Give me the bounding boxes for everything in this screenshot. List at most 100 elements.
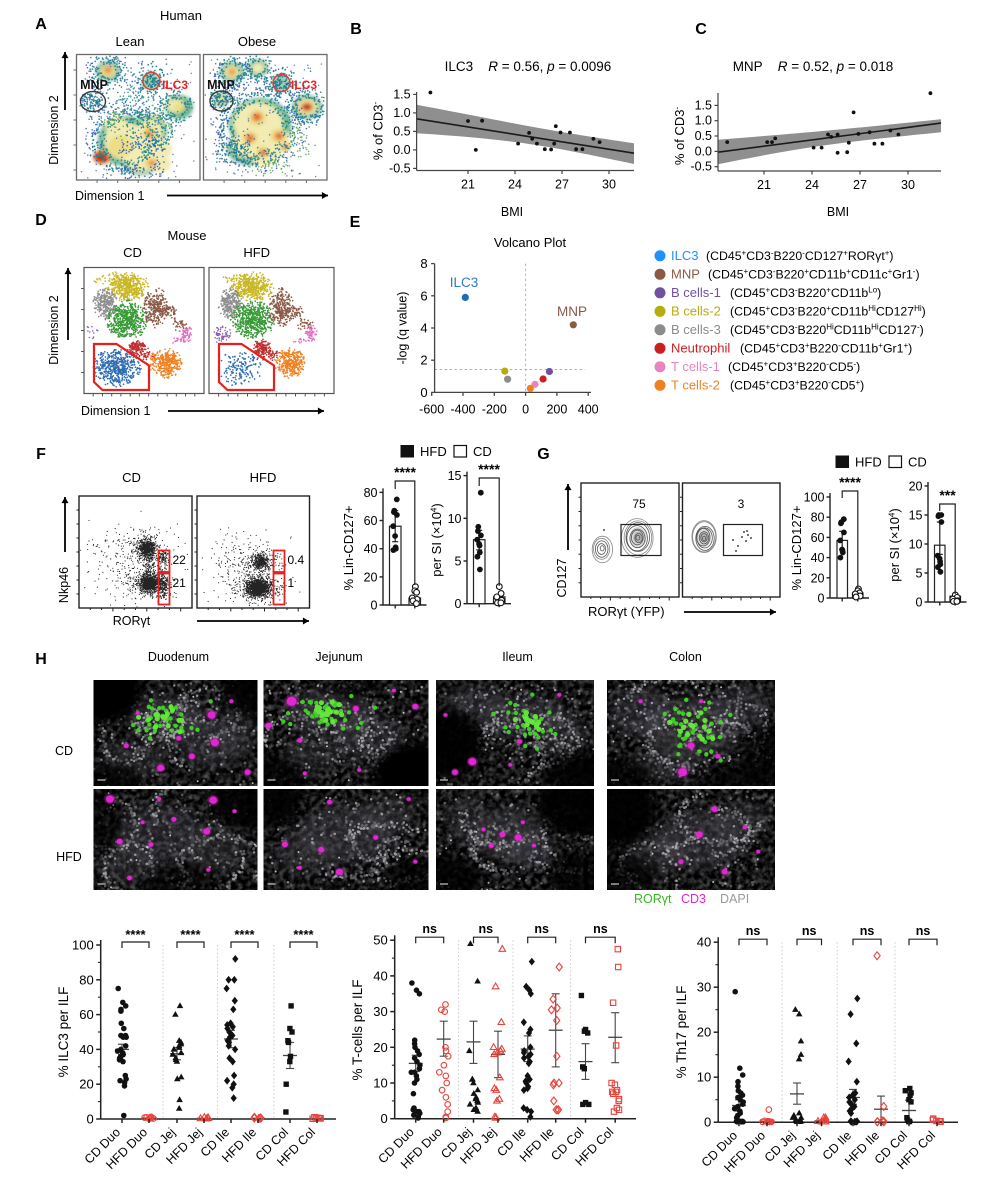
svg-text:T cells-2: T cells-2 (671, 377, 720, 392)
svg-text:MNP: MNP (557, 304, 587, 319)
svg-text:-600: -600 (419, 402, 444, 416)
svg-text:E: E (350, 214, 361, 231)
svg-text:30: 30 (602, 178, 616, 192)
svg-text:27: 27 (555, 178, 569, 192)
svg-text:G: G (537, 446, 549, 463)
svg-text:75: 75 (632, 497, 646, 511)
svg-text:Nkp46: Nkp46 (57, 567, 71, 603)
svg-text:-400: -400 (450, 402, 475, 416)
svg-text:****: **** (293, 927, 314, 942)
svg-text:Dimension 2: Dimension 2 (47, 95, 61, 165)
svg-text:T cells-1: T cells-1 (671, 359, 720, 374)
svg-text:27: 27 (853, 178, 867, 192)
svg-text:A: A (35, 16, 47, 33)
svg-text:60: 60 (364, 514, 378, 528)
svg-text:-0.5: -0.5 (690, 160, 712, 174)
svg-text:Human: Human (160, 8, 202, 23)
svg-text:Colon: Colon (669, 650, 702, 664)
svg-text:HFD: HFD (420, 444, 447, 459)
svg-text:ILC3: ILC3 (671, 248, 698, 263)
svg-text:ILC3: ILC3 (162, 78, 188, 92)
svg-text:ILC3 R = 0.56, p = 0.0096: ILC3 R = 0.56, p = 0.0096 (445, 59, 612, 74)
svg-text:F: F (36, 446, 46, 463)
svg-text:200: 200 (546, 402, 567, 416)
svg-text:40: 40 (811, 551, 825, 565)
svg-text:1: 1 (288, 576, 295, 590)
svg-text:BMI: BMI (501, 205, 523, 219)
svg-text:****: **** (478, 461, 500, 477)
svg-text:Lean: Lean (116, 34, 145, 49)
svg-text:MNP: MNP (671, 266, 700, 281)
svg-text:-log (q value): -log (q value) (396, 292, 410, 365)
svg-text:0: 0 (86, 1112, 93, 1127)
svg-text:DAPI: DAPI (720, 892, 749, 906)
svg-text:Dimension 1: Dimension 1 (75, 189, 145, 203)
svg-text:% T-cells per ILF: % T-cells per ILF (350, 979, 365, 1080)
svg-text:% ILC3 per ILF: % ILC3 per ILF (56, 987, 71, 1078)
svg-text:30: 30 (697, 980, 711, 995)
svg-text:CD3: CD3 (681, 892, 706, 906)
svg-text:-200: -200 (482, 402, 507, 416)
svg-text:% Lin-CD127+: % Lin-CD127+ (789, 506, 804, 591)
svg-text:40: 40 (373, 968, 387, 983)
svg-text:100: 100 (804, 491, 825, 505)
svg-text:(CD45+​CD3-​B220-​CD127+​RORγt: (CD45+​CD3-​B220-​CD127+​RORγt+​) (706, 248, 894, 263)
svg-text:20: 20 (364, 570, 378, 584)
svg-text:0: 0 (420, 385, 427, 400)
svg-text:30: 30 (373, 1004, 387, 1019)
svg-text:B cells-2: B cells-2 (671, 303, 721, 318)
svg-text:0: 0 (455, 597, 462, 611)
svg-text:per SI (×104​): per SI (×104​) (429, 503, 444, 576)
svg-text:B cells-1: B cells-1 (671, 285, 721, 300)
svg-text:D: D (35, 212, 47, 229)
svg-text:0: 0 (380, 1111, 387, 1126)
svg-text:Volcano Plot: Volcano Plot (494, 235, 567, 250)
svg-text:CD: CD (123, 245, 142, 260)
svg-text:MNP: MNP (80, 78, 108, 92)
svg-text:HFD: HFD (250, 470, 277, 485)
svg-text:HFD: HFD (855, 455, 882, 470)
svg-text:ns: ns (860, 924, 875, 938)
svg-text:0: 0 (818, 592, 825, 606)
svg-text:21: 21 (173, 576, 187, 590)
svg-text:5: 5 (916, 567, 923, 581)
svg-text:1.0: 1.0 (695, 114, 712, 128)
svg-text:20: 20 (373, 1040, 387, 1055)
svg-text:1.5: 1.5 (393, 87, 410, 101)
svg-text:20: 20 (811, 571, 825, 585)
svg-text:50: 50 (373, 933, 387, 948)
svg-text:10: 10 (909, 538, 923, 552)
svg-text:Jejunum: Jejunum (315, 650, 362, 664)
svg-text:ns: ns (746, 924, 761, 938)
svg-text:40: 40 (364, 542, 378, 556)
svg-text:20: 20 (697, 1025, 711, 1040)
svg-text:10: 10 (697, 1070, 711, 1085)
svg-text:6: 6 (420, 288, 427, 303)
svg-text:RORγt (YFP): RORγt (YFP) (588, 604, 665, 619)
svg-text:0: 0 (916, 596, 923, 610)
svg-text:10: 10 (373, 1076, 387, 1091)
svg-text:ns: ns (422, 922, 437, 936)
svg-text:% Lin-CD127+: % Lin-CD127+ (341, 506, 356, 591)
svg-text:60: 60 (811, 531, 825, 545)
svg-text:(CD45+​CD3+​B220-​CD5-​): (CD45+​CD3+​B220-​CD5-​) (728, 359, 860, 374)
svg-text:0.5: 0.5 (393, 124, 410, 138)
svg-text:****: **** (125, 927, 146, 942)
svg-text:MNP R = 0.52, p = 0.018: MNP R = 0.52, p = 0.018 (733, 59, 894, 74)
svg-text:60: 60 (79, 1007, 93, 1022)
svg-text:Neutrophil: Neutrophil (671, 340, 730, 355)
svg-text:ns: ns (534, 922, 549, 936)
svg-text:1.0: 1.0 (393, 106, 410, 120)
svg-text:(CD45+​CD3-​B220+​CD11bLo​): (CD45+​CD3-​B220+​CD11bLo​) (730, 285, 881, 300)
svg-text:CD: CD (122, 470, 141, 485)
svg-text:% Th17 per ILF: % Th17 per ILF (674, 986, 689, 1079)
svg-text:****: **** (839, 474, 861, 490)
svg-text:5: 5 (455, 555, 462, 569)
svg-text:0.0: 0.0 (695, 144, 712, 158)
svg-text:15: 15 (448, 469, 462, 483)
svg-text:21: 21 (757, 178, 771, 192)
svg-text:Duodenum: Duodenum (148, 650, 209, 664)
svg-text:***: *** (939, 487, 956, 503)
svg-text:24: 24 (805, 178, 819, 192)
svg-text:2: 2 (420, 353, 427, 368)
